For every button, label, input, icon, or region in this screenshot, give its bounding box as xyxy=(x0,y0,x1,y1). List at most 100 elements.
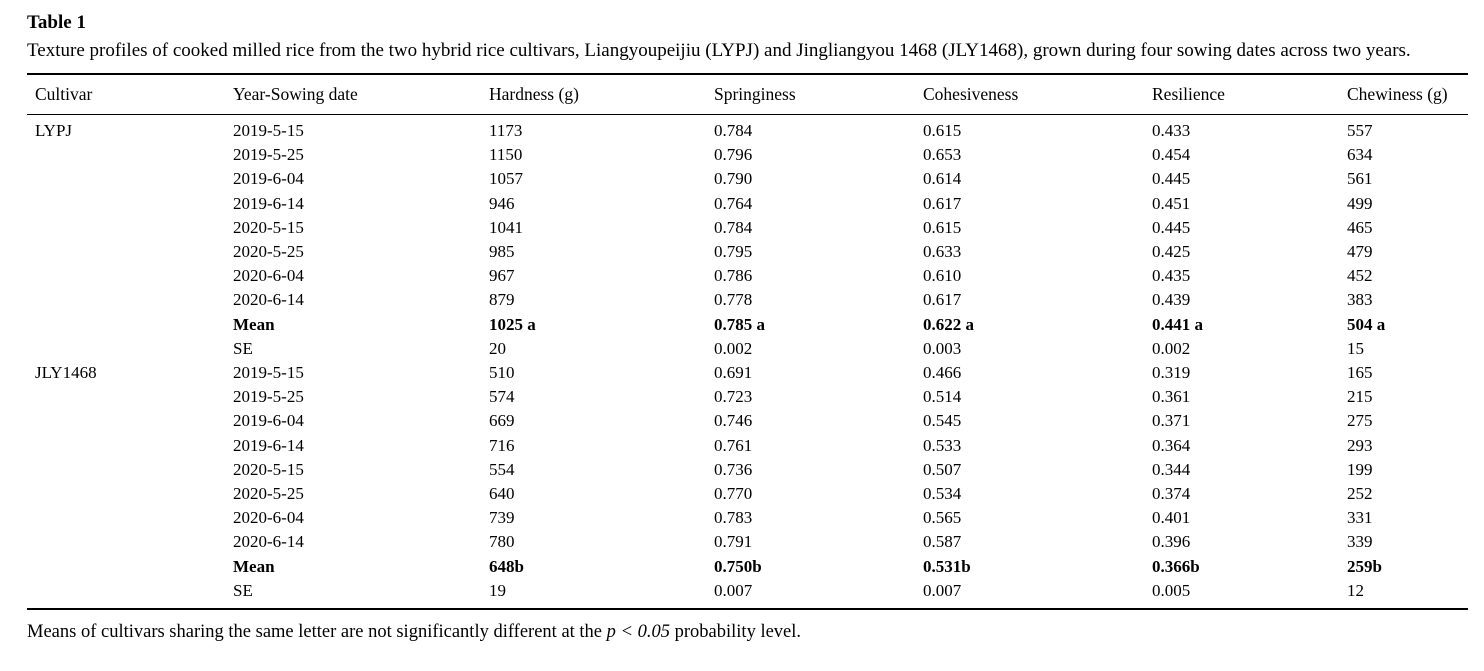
table-cell: SE xyxy=(233,338,253,358)
table-cell: 1057 xyxy=(489,169,523,189)
table-cell: 554 xyxy=(489,459,515,479)
table-row: Mean 1025 a 0.785 a 0.622 a 0.441 a 504 a xyxy=(27,313,1468,337)
table-cell: 0.374 xyxy=(1152,484,1191,504)
table-cell: 465 xyxy=(1347,217,1373,237)
texture-profile-table: Cultivar Year-Sowing date Hardness (g) S… xyxy=(27,73,1468,610)
table-cell: 0.466 xyxy=(923,363,962,383)
table-cell: 0.002 xyxy=(1152,338,1191,358)
table-cell: 1025 a xyxy=(489,314,536,334)
table-row: 2019-6-04 1057 0.790 0.614 0.445 561 xyxy=(27,167,1468,191)
table-row: 2020-6-04 967 0.786 0.610 0.435 452 xyxy=(27,264,1468,288)
table-cell: 0.364 xyxy=(1152,435,1191,455)
table-cell: 2019-6-04 xyxy=(233,169,304,189)
table-cell: 0.507 xyxy=(923,459,962,479)
column-header-chewiness: Chewiness (g) xyxy=(1347,84,1448,104)
table-cell xyxy=(27,264,233,288)
table-cell: 165 xyxy=(1347,363,1373,383)
table-row: 2019-6-04 669 0.746 0.545 0.371 275 xyxy=(27,409,1468,433)
table-cell: 0.785 a xyxy=(714,314,765,334)
table-cell xyxy=(27,555,233,579)
column-header-cultivar: Cultivar xyxy=(35,84,93,104)
table-header-row: Cultivar Year-Sowing date Hardness (g) S… xyxy=(27,74,1468,115)
table-cell: 2019-5-15 xyxy=(233,363,304,383)
table-row: 2020-6-14 879 0.778 0.617 0.439 383 xyxy=(27,288,1468,312)
table-cell: 0.736 xyxy=(714,459,753,479)
column-header-cohesiveness: Cohesiveness xyxy=(923,84,1019,104)
table-cell: 2019-5-15 xyxy=(233,121,304,140)
table-cell: 199 xyxy=(1347,459,1373,479)
table-cell: 293 xyxy=(1347,435,1373,455)
table-row: 2019-5-25 574 0.723 0.514 0.361 215 xyxy=(27,385,1468,409)
table-cell xyxy=(27,409,233,433)
table-cell: 557 xyxy=(1347,121,1373,140)
table-cell: 15 xyxy=(1347,338,1364,358)
table-cell: 0.433 xyxy=(1152,121,1191,140)
table-cell: 0.396 xyxy=(1152,532,1191,552)
table-cell: 1173 xyxy=(489,121,523,140)
table-cell: 2020-6-14 xyxy=(233,532,304,552)
table-cell: 0.531b xyxy=(923,556,971,576)
table-footnote: Means of cultivars sharing the same lett… xyxy=(27,619,1468,645)
table-cell: JLY1468 xyxy=(35,363,97,383)
table-cell: 0.587 xyxy=(923,532,962,552)
table-cell: 259b xyxy=(1347,556,1382,576)
table-cell: 0.454 xyxy=(1152,145,1191,165)
table-cell xyxy=(27,167,233,191)
column-header-hardness: Hardness (g) xyxy=(489,84,579,104)
table-cell xyxy=(27,337,233,361)
table-cell: 479 xyxy=(1347,242,1373,262)
table-row: 2019-6-14 946 0.764 0.617 0.451 499 xyxy=(27,192,1468,216)
table-cell: 0.451 xyxy=(1152,193,1191,213)
table-cell xyxy=(27,530,233,554)
table-caption: Texture profiles of cooked milled rice f… xyxy=(27,40,1411,61)
table-row: 2020-6-04 739 0.783 0.565 0.401 331 xyxy=(27,506,1468,530)
table-cell: SE xyxy=(233,580,253,600)
table-row: SE 19 0.007 0.007 0.005 12 xyxy=(27,579,1468,609)
table-cell: 2020-6-04 xyxy=(233,508,304,528)
table-label: Table 1 xyxy=(27,12,86,33)
table-cell: 2020-5-15 xyxy=(233,459,304,479)
table-cell: 0.565 xyxy=(923,508,962,528)
table-cell: 0.791 xyxy=(714,532,753,552)
table-cell: 0.622 a xyxy=(923,314,974,334)
table-row: 2020-6-14 780 0.791 0.587 0.396 339 xyxy=(27,530,1468,554)
table-cell: 0.783 xyxy=(714,508,753,528)
table-cell: 1041 xyxy=(489,217,523,237)
table-cell: 0.614 xyxy=(923,169,962,189)
table-cell: 0.344 xyxy=(1152,459,1191,479)
table-cell: 2019-6-04 xyxy=(233,411,304,431)
table-row: LYPJ 2019-5-15 1173 0.784 0.615 0.433 557 xyxy=(27,115,1468,144)
table-cell xyxy=(27,216,233,240)
table-row: 2019-6-14 716 0.761 0.533 0.364 293 xyxy=(27,434,1468,458)
table-row: SE 20 0.002 0.003 0.002 15 xyxy=(27,337,1468,361)
table-cell: 0.723 xyxy=(714,387,753,407)
table-cell: 2020-6-14 xyxy=(233,290,304,310)
column-header-resilience: Resilience xyxy=(1152,84,1225,104)
table-cell: 0.003 xyxy=(923,338,962,358)
table-cell: 0.445 xyxy=(1152,169,1191,189)
table-cell: 0.361 xyxy=(1152,387,1191,407)
table-cell: 0.514 xyxy=(923,387,962,407)
table-cell: 0.778 xyxy=(714,290,753,310)
table-cell: 0.005 xyxy=(1152,580,1191,600)
table-row: 2020-5-25 640 0.770 0.534 0.374 252 xyxy=(27,482,1468,506)
table-cell: Mean xyxy=(233,556,275,576)
table-cell: 2019-6-14 xyxy=(233,193,304,213)
table-row: 2019-5-25 1150 0.796 0.653 0.454 634 xyxy=(27,143,1468,167)
table-cell xyxy=(27,143,233,167)
table-cell: 985 xyxy=(489,242,515,262)
table-cell: 275 xyxy=(1347,411,1373,431)
table-cell: 0.007 xyxy=(714,580,753,600)
table-cell: 215 xyxy=(1347,387,1373,407)
table-row: 2020-5-25 985 0.795 0.633 0.425 479 xyxy=(27,240,1468,264)
table-cell: 19 xyxy=(489,580,506,600)
table-cell: 2019-6-14 xyxy=(233,435,304,455)
table-cell: 574 xyxy=(489,387,515,407)
table-cell xyxy=(27,385,233,409)
table-cell: 0.790 xyxy=(714,169,753,189)
table-cell: 2019-5-25 xyxy=(233,387,304,407)
table-row: JLY1468 2019-5-15 510 0.691 0.466 0.319 165 xyxy=(27,361,1468,385)
table-row: 2020-5-15 1041 0.784 0.615 0.445 465 xyxy=(27,216,1468,240)
table-cell: 510 xyxy=(489,363,515,383)
